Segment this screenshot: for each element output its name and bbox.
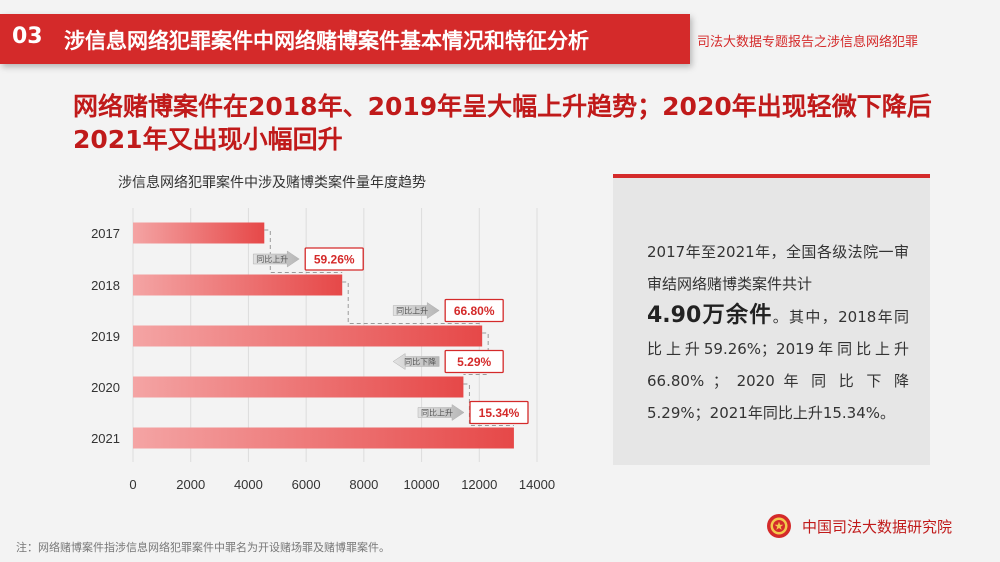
trend-connector	[342, 281, 483, 324]
national-emblem-icon	[767, 514, 791, 538]
bar-2017	[133, 222, 265, 244]
report-subtitle: 司法大数据专题报告之涉信息网络犯罪	[697, 35, 919, 50]
bar-2021	[133, 427, 514, 449]
trend-connector	[463, 383, 514, 426]
bar-2020	[133, 376, 464, 398]
change-value: 59.26%	[314, 253, 355, 267]
headline-line-2: 2021年又出现小幅回升	[73, 125, 343, 154]
trend-arrow-label: 同比下降	[404, 357, 436, 367]
summary-highlight: 4.90万余件	[647, 303, 773, 328]
trend-connector	[264, 229, 343, 273]
y-category-label: 2021	[91, 431, 120, 446]
down-arrow-icon	[392, 353, 440, 370]
trend-arrow-label: 同比上升	[396, 306, 428, 316]
change-badge	[444, 349, 504, 374]
chart-title: 涉信息网络犯罪案件中涉及赌博类案件量年度趋势	[118, 175, 426, 191]
summary-panel: 2017年至2021年，全国各级法院一审审结网络赌博类案件共计 4.90万余件。…	[613, 174, 930, 465]
section-header: 03 涉信息网络犯罪案件中网络赌博案件基本情况和特征分析	[0, 14, 690, 64]
bar-chart: 0 2000 4000 6000 8000 10000 12000 14000 2017 2018…	[91, 208, 555, 492]
x-tick-label: 14000	[519, 477, 555, 492]
up-arrow-icon	[252, 250, 300, 268]
trend-arrow-label: 同比上升	[421, 408, 453, 418]
bar-2019	[133, 325, 483, 347]
headline: 网络赌博案件在2018年、2019年呈大幅上升趋势；2020年出现轻微下降后 2…	[73, 90, 953, 156]
change-badge	[444, 298, 504, 323]
change-value: 66.80%	[454, 304, 495, 318]
up-arrow-icon	[392, 302, 440, 319]
bar-2018	[133, 274, 343, 296]
y-category-label: 2019	[91, 329, 120, 344]
trend-arrow-label: 同比上升	[256, 254, 288, 264]
y-category-label: 2018	[91, 278, 120, 293]
x-tick-label: 6000	[292, 477, 321, 492]
headline-line-1: 网络赌博案件在2018年、2019年呈大幅上升趋势；2020年出现轻微下降后	[73, 92, 932, 121]
x-tick-label: 10000	[403, 477, 439, 492]
x-tick-label: 4000	[234, 477, 263, 492]
footer-brand: 中国司法大数据研究院	[766, 511, 952, 541]
x-tick-label: 8000	[349, 477, 378, 492]
x-tick-label: 2000	[176, 477, 205, 492]
footnote: 注：网络赌博案件指涉信息网络犯罪案件中罪名为开设赌场罪及赌博罪案件。	[16, 541, 390, 554]
change-badge	[469, 400, 529, 425]
change-badge	[304, 247, 364, 271]
summary-text: 2017年至2021年，全国各级法院一审审结网络赌博类案件共计 4.90万余件。…	[647, 236, 909, 429]
x-tick-label: 0	[129, 477, 136, 492]
trend-connector	[463, 332, 489, 375]
summary-rest: 。其中，2018年同比上升59.26%；2019年同比上升 66.80% ； 2…	[647, 308, 909, 422]
summary-lead: 2017年至2021年，全国各级法院一审审结网络赌博类案件共计	[647, 243, 909, 293]
change-value: 15.34%	[479, 406, 520, 420]
up-arrow-icon	[417, 404, 465, 421]
change-value: 5.29%	[457, 355, 491, 369]
section-title: 涉信息网络犯罪案件中网络赌博案件基本情况和特征分析	[64, 29, 589, 53]
y-category-label: 2020	[91, 380, 120, 395]
section-number: 03	[12, 24, 43, 49]
x-tick-label: 12000	[461, 477, 497, 492]
y-category-label: 2017	[91, 226, 120, 241]
brand-name: 中国司法大数据研究院	[802, 517, 953, 536]
